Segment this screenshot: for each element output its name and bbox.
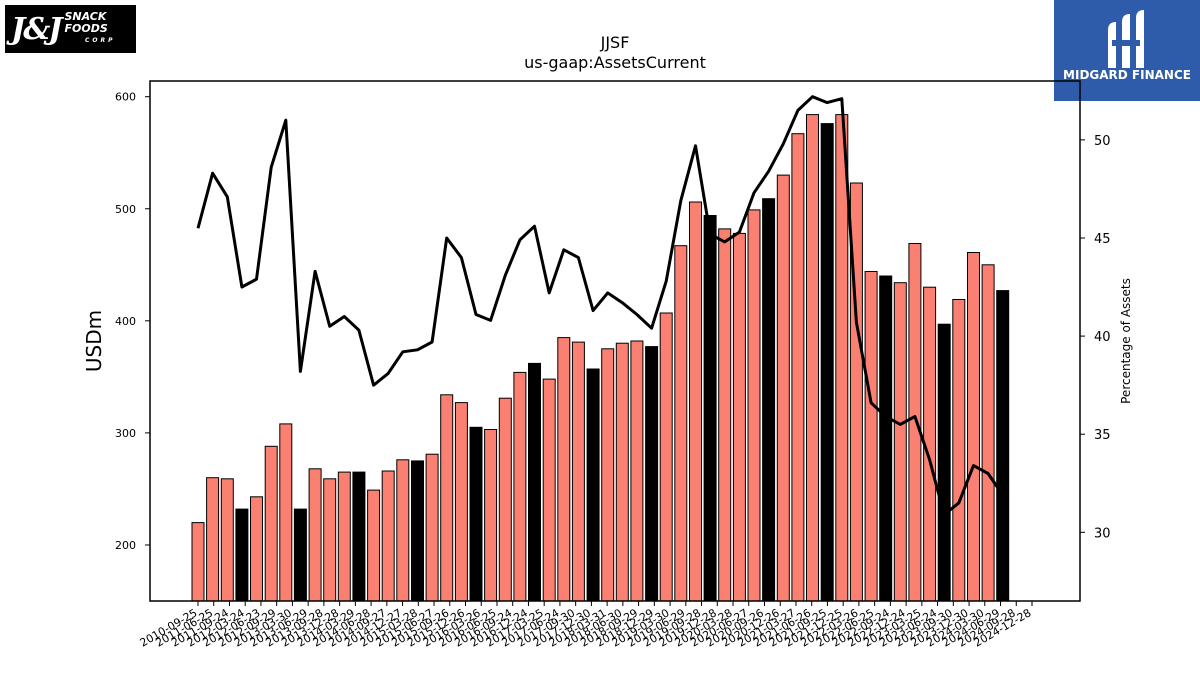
bar-2019-06-29 — [703, 215, 717, 602]
y-tick-label: 300 — [115, 427, 136, 440]
bar-2018-03-31 — [630, 340, 644, 602]
x-axis-ticks: 2010-09-252011-06-252011-09-242012-03-24… — [138, 601, 1034, 650]
bar-2013-03-30 — [337, 471, 351, 602]
bar-2016-09-24 — [542, 378, 556, 602]
plot-frame — [149, 80, 1081, 602]
bar-2016-03-26 — [513, 371, 527, 602]
y-tick-label: 600 — [115, 91, 136, 104]
bar-2022-06-25 — [879, 275, 893, 602]
bar-2020-09-26 — [776, 174, 790, 602]
logo-company-name: MIDGARD FINANCE — [1063, 68, 1191, 82]
bar-2015-12-26 — [498, 397, 512, 602]
bar-2024-06-29 — [996, 290, 1010, 602]
bar-2024-03-30 — [981, 264, 995, 602]
bar-2018-12-29 — [674, 245, 688, 602]
bar-2014-09-27 — [425, 453, 439, 602]
bar-2022-12-24 — [908, 243, 922, 602]
y2-tick-label: 50 — [1094, 134, 1111, 149]
y-axis-label: USDm — [82, 310, 106, 372]
bar-2018-09-29 — [659, 312, 673, 602]
bar-2010-09-25 — [191, 522, 205, 602]
bar-2021-09-25 — [835, 114, 849, 602]
bar-2021-06-26 — [820, 123, 834, 602]
bar-2012-06-23 — [293, 508, 307, 602]
bar-2012-03-24 — [279, 423, 293, 602]
bar-2019-09-28 — [718, 228, 732, 602]
bar-2020-06-27 — [762, 198, 776, 602]
bar-2010-12-25 — [206, 477, 220, 602]
y2-tick-label: 45 — [1094, 232, 1111, 247]
bar-2011-03-26 — [220, 478, 234, 602]
percentage-line — [196, 95, 1004, 517]
bar-2020-12-26 — [791, 133, 805, 602]
bar-2015-06-27 — [469, 426, 483, 602]
bar-2017-12-30 — [615, 342, 629, 602]
bar-2023-12-30 — [967, 252, 980, 602]
bar-2013-06-29 — [352, 471, 366, 602]
bar-2012-12-29 — [323, 478, 337, 602]
y2-axis-ticks: 30 35 40 45 50 — [1080, 134, 1111, 541]
bar-series — [191, 114, 1010, 602]
bar-2018-06-30 — [645, 346, 659, 602]
bar-2017-09-30 — [601, 348, 615, 602]
chart-subtitle: us-gaap:AssetsCurrent — [524, 53, 706, 72]
bar-2022-03-26 — [864, 271, 878, 602]
logo-mark: J&J — [11, 11, 63, 47]
chart-title: JJSF — [600, 33, 630, 52]
bar-2011-06-25 — [235, 508, 249, 602]
bar-2019-12-28 — [732, 232, 746, 602]
bar-2011-12-24 — [264, 445, 278, 602]
bar-2014-06-28 — [411, 460, 424, 602]
y2-axis-label: Percentage of Assets — [1119, 278, 1133, 404]
bar-2013-09-28 — [367, 489, 381, 602]
bar-2014-12-27 — [440, 394, 454, 602]
y2-tick-label: 40 — [1094, 330, 1111, 345]
bar-2013-12-28 — [381, 470, 395, 602]
bar-2011-09-24 — [250, 496, 263, 602]
bar-2022-09-24 — [893, 282, 907, 602]
midgard-finance-logo: MIDGARD FINANCE — [1054, 0, 1200, 101]
y2-tick-label: 35 — [1094, 428, 1111, 443]
midgard-emblem-icon — [1108, 10, 1144, 68]
bar-2023-06-24 — [937, 323, 951, 602]
percentage-line-series — [196, 95, 1004, 517]
bar-2023-09-30 — [952, 299, 966, 602]
bar-2017-03-25 — [571, 341, 585, 602]
y-axis-ticks: 200 300 400 500 600 — [115, 91, 150, 552]
logo-sub: CORP — [84, 37, 116, 44]
bar-2020-03-28 — [747, 209, 761, 602]
jj-snack-foods-logo: J&J SNACK FOODS CORP — [5, 5, 136, 53]
y2-tick-label: 30 — [1094, 526, 1111, 541]
bar-2012-09-29 — [308, 468, 322, 602]
logo-wordmark: SNACK FOODS CORP — [64, 11, 136, 47]
bar-2021-03-27 — [806, 114, 819, 602]
bar-2019-03-30 — [689, 201, 702, 602]
bar-2017-06-24 — [586, 368, 600, 602]
y-tick-label: 400 — [115, 315, 136, 328]
bar-2014-03-29 — [396, 459, 410, 602]
bar-2015-09-26 — [484, 429, 498, 602]
y-tick-label: 500 — [115, 203, 136, 216]
logo-word: SNACK FOODS — [64, 10, 108, 35]
bar-2015-03-28 — [454, 402, 468, 602]
bar-2016-06-25 — [528, 362, 541, 602]
bar-2016-12-24 — [557, 337, 571, 602]
y-tick-label: 200 — [115, 539, 136, 552]
